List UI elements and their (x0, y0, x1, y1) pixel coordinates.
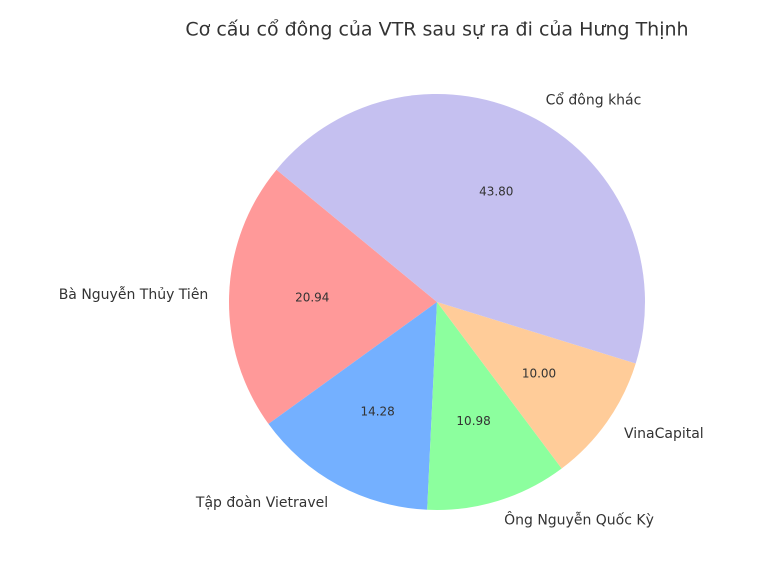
slice-label: Tập đoàn Vietravel (195, 495, 328, 511)
pie-slice (427, 302, 562, 511)
slice-value-label: 20.94 (295, 291, 329, 305)
slice-value-label: 14.28 (360, 404, 394, 418)
slice-value-label: 10.98 (456, 414, 490, 428)
slice-value-label: 43.80 (479, 185, 513, 199)
slice-value-label: 10.00 (522, 366, 556, 380)
slice-label: VinaCapital (624, 426, 704, 442)
pie-slice (268, 302, 437, 510)
pie-slice (437, 302, 636, 469)
pie-slice (229, 169, 437, 424)
slice-label: Ông Nguyễn Quốc Kỳ (504, 511, 654, 529)
slice-label: Cổ đông khác (546, 92, 642, 109)
pie-slice (276, 93, 645, 364)
slice-label: Bà Nguyễn Thủy Tiên (59, 286, 209, 303)
chart-title: Cơ cấu cổ đông của VTR sau sự ra đi của … (185, 19, 688, 41)
